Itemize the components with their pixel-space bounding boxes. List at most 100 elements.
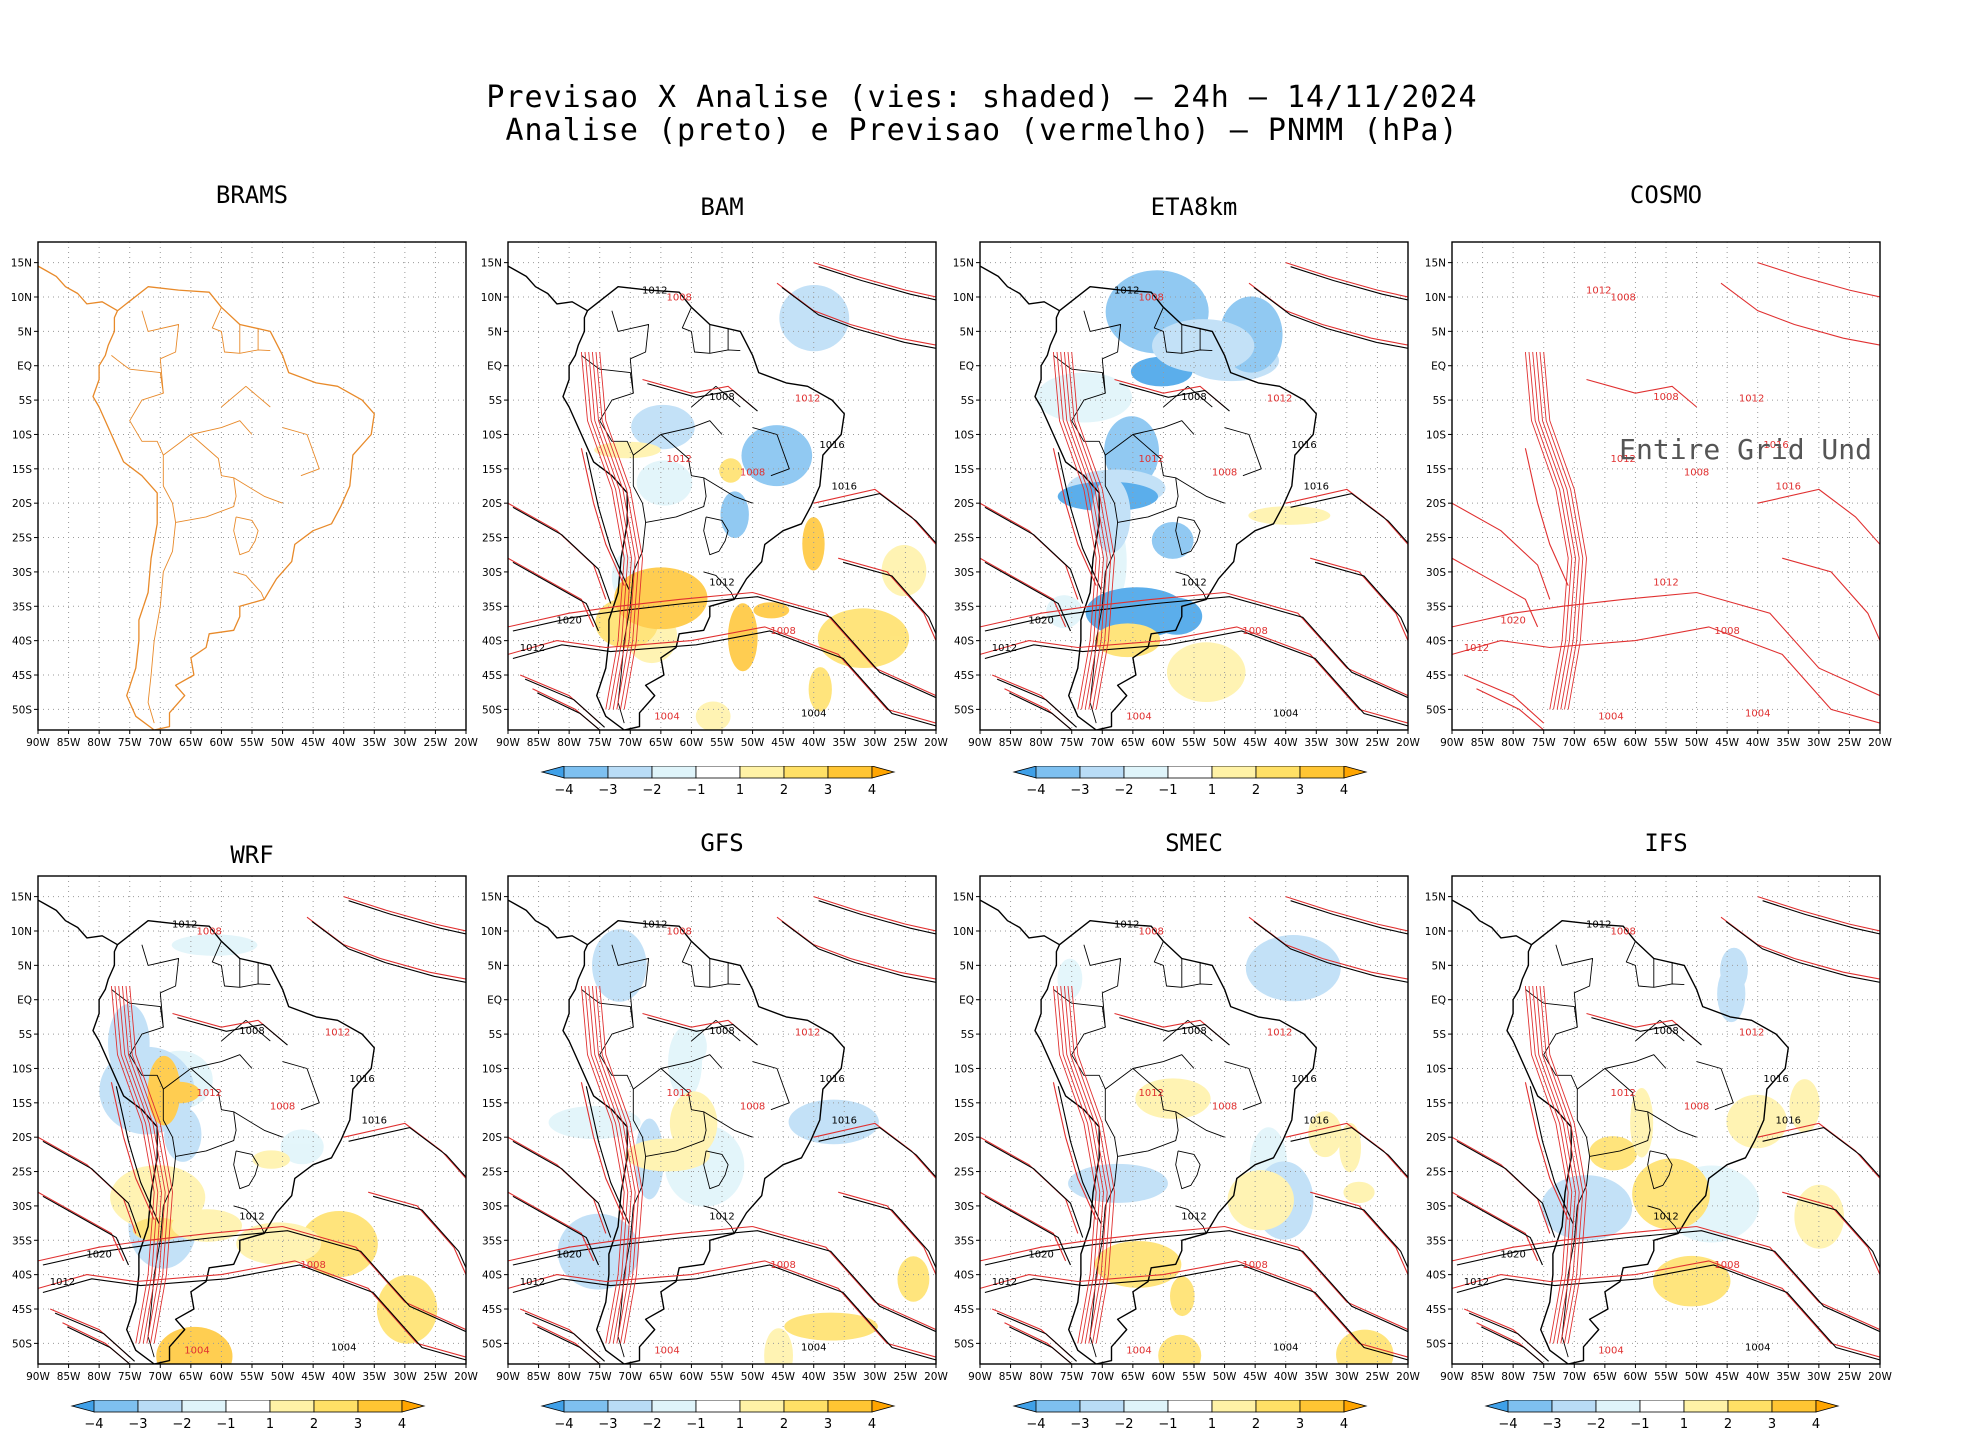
lat-tick-label: 5S bbox=[489, 395, 503, 407]
colorbar-tick-label: 4 bbox=[868, 1417, 876, 1432]
contour-label: 1012 bbox=[709, 578, 734, 589]
lon-tick-label: 70W bbox=[148, 1371, 172, 1383]
lat-tick-label: 15S bbox=[12, 1098, 32, 1110]
positive-bias-area bbox=[1227, 1170, 1294, 1231]
lon-tick-label: 70W bbox=[618, 737, 642, 749]
colorbar-tick-label: 3 bbox=[824, 1417, 832, 1432]
colorbar-tick-label: 1 bbox=[1208, 1417, 1216, 1432]
lon-tick-label: 85W bbox=[57, 1371, 81, 1383]
colorbar-tick-label: −4 bbox=[1026, 783, 1045, 798]
positive-bias-area bbox=[1589, 1136, 1638, 1171]
lon-tick-label: 80W bbox=[557, 1371, 581, 1383]
contour-label: 1012 bbox=[709, 1212, 734, 1223]
contour-label: 1012 bbox=[1464, 643, 1489, 654]
contour-label: 1008 bbox=[666, 292, 691, 303]
contour-label: 1012 bbox=[1739, 1027, 1764, 1038]
lon-tick-label: 40W bbox=[1746, 737, 1770, 749]
lat-tick-label: 5S bbox=[1433, 1029, 1447, 1041]
lat-tick-label: 10S bbox=[1426, 429, 1446, 441]
lon-tick-label: 35W bbox=[362, 1371, 386, 1383]
pressure-contours bbox=[38, 896, 466, 1364]
positive-bias-area bbox=[376, 1275, 438, 1344]
lat-tick-label: EQ bbox=[959, 995, 974, 1007]
colorbar-smec: −4 −3 −2 −1 1 2 3 4 bbox=[1012, 1400, 1368, 1432]
lon-tick-label: 85W bbox=[1471, 737, 1495, 749]
colorbar-tick-label: −2 bbox=[642, 783, 661, 798]
lon-tick-label: 65W bbox=[179, 1371, 203, 1383]
contour-label: 1012 bbox=[50, 1277, 75, 1288]
lat-tick-label: 15N bbox=[11, 258, 32, 270]
lon-tick-label: 20W bbox=[924, 1371, 948, 1383]
colorbar-tick-label: 2 bbox=[1724, 1417, 1732, 1432]
lat-tick-label: 5N bbox=[959, 326, 974, 338]
lat-tick-label: 25S bbox=[12, 1167, 32, 1179]
contour-label: 1016 bbox=[1763, 1074, 1788, 1085]
lon-tick-label: 50W bbox=[741, 1371, 765, 1383]
lat-tick-label: 35S bbox=[12, 601, 32, 613]
lat-tick-label: 30S bbox=[1426, 567, 1446, 579]
lon-tick-label: 85W bbox=[57, 737, 81, 749]
contour-label: 1012 bbox=[1181, 1212, 1206, 1223]
lon-tick-label: 55W bbox=[1654, 1371, 1678, 1383]
lat-tick-label: 50S bbox=[482, 1338, 502, 1350]
lat-tick-label: 10N bbox=[953, 926, 974, 938]
lon-tick-label: 50W bbox=[1213, 1371, 1237, 1383]
lon-tick-label: 80W bbox=[557, 737, 581, 749]
lon-tick-label: 80W bbox=[1029, 737, 1053, 749]
positive-bias-area bbox=[156, 1326, 233, 1364]
negative-bias-area bbox=[1151, 319, 1255, 373]
lon-tick-label: 75W bbox=[1532, 1371, 1556, 1383]
contour-label: 1016 bbox=[819, 1074, 844, 1085]
lon-tick-label: 40W bbox=[802, 1371, 826, 1383]
positive-bias-area bbox=[1166, 642, 1246, 703]
lat-tick-label: 25S bbox=[482, 533, 502, 545]
lon-tick-label: 45W bbox=[771, 737, 795, 749]
lat-tick-label: 15S bbox=[12, 464, 32, 476]
colorbar-tick-label: 4 bbox=[1340, 783, 1348, 798]
contour-label: 1016 bbox=[819, 440, 844, 451]
lon-tick-label: 55W bbox=[1654, 737, 1678, 749]
axis-labels: 90W 85W 80W 75W 70W 65W 60W 55W 50W 45W 40W 35W 30W 2… bbox=[953, 892, 1421, 1383]
contour-label: 1012 bbox=[1267, 1027, 1292, 1038]
colorbar-tick-label: 4 bbox=[398, 1417, 406, 1432]
lat-tick-label: 40S bbox=[954, 636, 974, 648]
lon-tick-label: 25W bbox=[1838, 737, 1862, 749]
lon-tick-label: 85W bbox=[527, 737, 551, 749]
lon-tick-label: 60W bbox=[1624, 1371, 1648, 1383]
contour-label: 1008 bbox=[709, 392, 734, 403]
lon-tick-label: 60W bbox=[680, 737, 704, 749]
contour-label: 1016 bbox=[1291, 440, 1316, 451]
map-brams: 90W 85W 80W 75W 70W 65W 60W 55W 50W 45W 40W 35W 30W 2… bbox=[11, 241, 478, 749]
lon-tick-label: 90W bbox=[496, 1371, 520, 1383]
positive-bias-area bbox=[1336, 1329, 1394, 1364]
lat-tick-label: 5S bbox=[961, 1029, 975, 1041]
positive-bias-area bbox=[1094, 623, 1161, 658]
negative-bias-area bbox=[1151, 521, 1194, 559]
lat-tick-label: 25S bbox=[1426, 533, 1446, 545]
contour-label: 1012 bbox=[795, 393, 820, 404]
contour-label: 1008 bbox=[770, 1260, 795, 1271]
contour-label: 1008 bbox=[1181, 1026, 1206, 1037]
contour-label: 1012 bbox=[1138, 1088, 1163, 1099]
lat-tick-label: EQ bbox=[17, 995, 32, 1007]
lon-tick-label: 25W bbox=[1366, 737, 1390, 749]
lon-tick-label: 80W bbox=[1501, 737, 1525, 749]
lat-tick-label: EQ bbox=[959, 361, 974, 373]
negative-bias-area bbox=[720, 491, 749, 539]
lat-tick-label: EQ bbox=[487, 361, 502, 373]
lat-tick-label: 30S bbox=[482, 567, 502, 579]
bias-shading bbox=[1057, 935, 1394, 1364]
contour-label: 1004 bbox=[1745, 1342, 1770, 1353]
lat-tick-label: 10N bbox=[481, 292, 502, 304]
colorbar-tick-label: −1 bbox=[686, 1417, 705, 1432]
colorbar-tick-label: 3 bbox=[354, 1417, 362, 1432]
lon-tick-label: 50W bbox=[741, 737, 765, 749]
colorbar-tick-label: 2 bbox=[1252, 783, 1260, 798]
colorbar-tick-label: −4 bbox=[554, 1417, 573, 1432]
panel-gfs: GFS 1012 1008 1008 1012 1016 1012 1008 1016 1012 1… bbox=[470, 829, 958, 1432]
lat-tick-label: 10S bbox=[954, 1063, 974, 1075]
